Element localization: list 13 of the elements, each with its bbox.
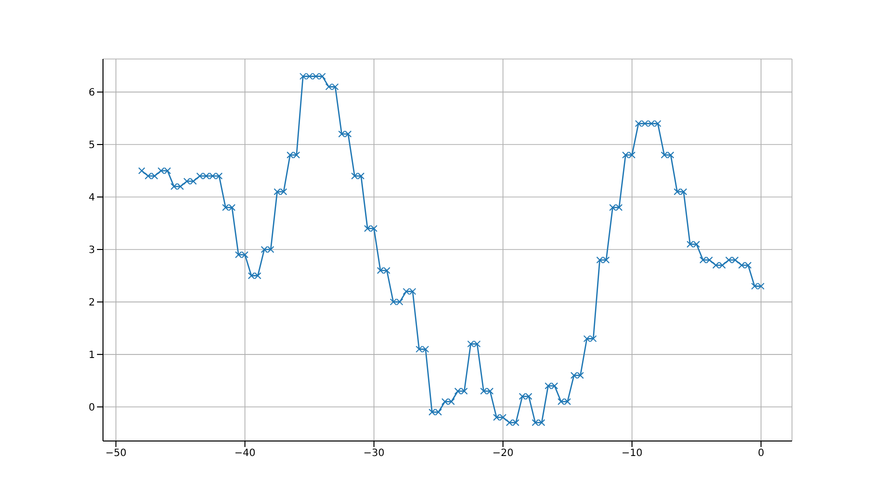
y-tick-label: 6	[88, 88, 95, 99]
x-tick-label: −30	[363, 448, 385, 460]
x-tick-label: −10	[621, 448, 643, 460]
y-tick-label: 0	[88, 402, 95, 414]
y-tick-label: 2	[88, 298, 95, 308]
x-tick-label: −50	[105, 448, 126, 460]
y-tick-label: 3	[88, 245, 95, 256]
y-tick-label: 5	[88, 140, 95, 152]
x-tick-label: −40	[234, 448, 256, 460]
y-tick-label: 1	[88, 350, 95, 361]
x-tick-label: −20	[492, 448, 514, 460]
y-tick-label: 4	[88, 192, 95, 204]
x-tick-label: 0	[758, 448, 764, 460]
